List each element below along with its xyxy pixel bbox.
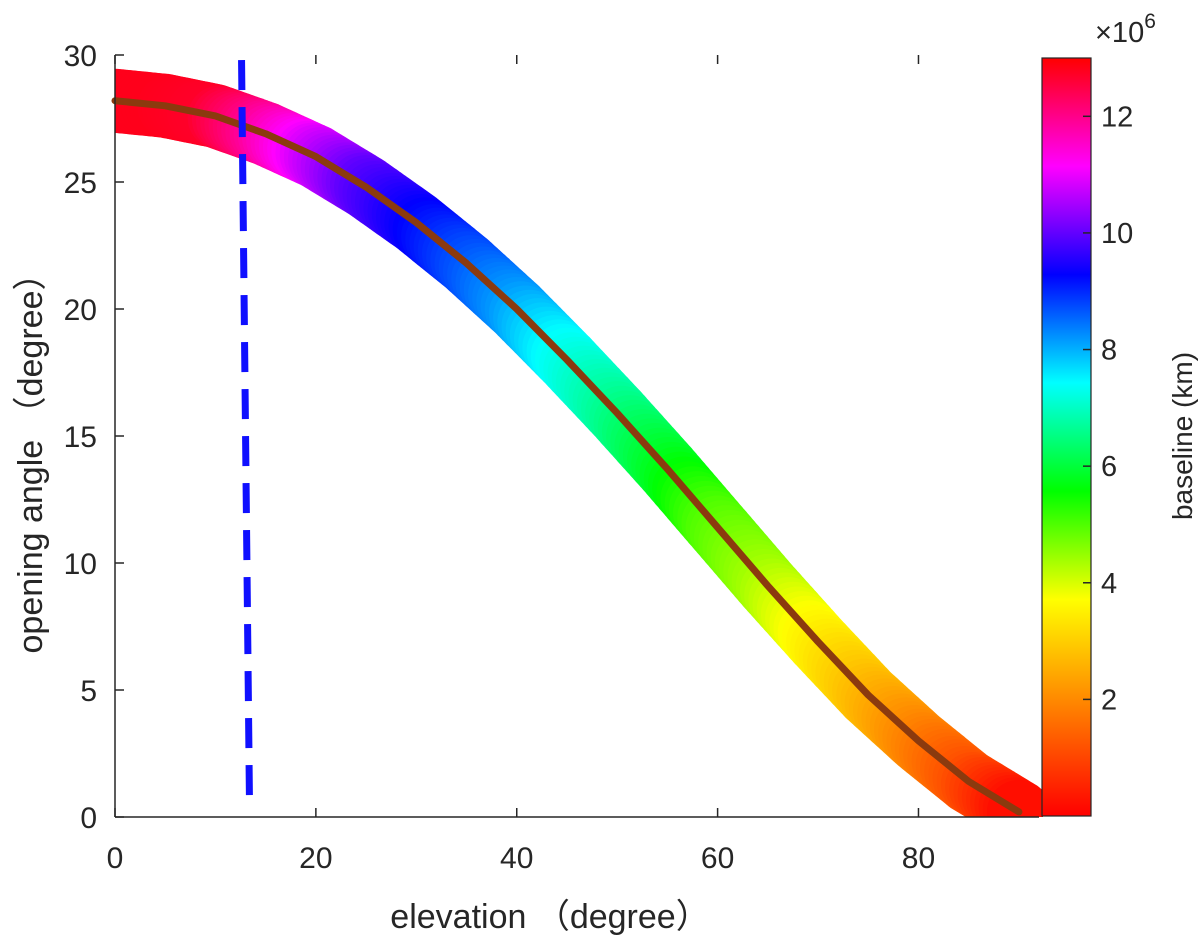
colorbar-tick-label: 4 [1101,568,1117,600]
x-tick-label: 40 [500,842,533,875]
x-ticks: 0 20 40 60 80 [107,55,935,875]
x-tick-label: 0 [107,842,124,875]
colorbar-exponent-power: 6 [1144,10,1156,33]
y-tick-label: 20 [64,294,97,327]
x-tick-label: 20 [299,842,332,875]
line-layer [111,97,1023,816]
scatter-point [986,779,1043,817]
y-tick-label: 30 [64,40,97,73]
y-ticks: 0 5 10 15 20 25 30 [64,40,124,835]
y-tick-label: 15 [64,421,97,454]
colorbar-gradient [1041,57,1092,817]
colorbar-tick-label: 8 [1101,335,1117,367]
colorbar-ticks: 2 4 6 8 10 12 [1083,101,1133,716]
colorbar-tick-label: 10 [1101,218,1133,250]
colorbar-exponent: ×106 [1095,10,1156,49]
x-tick-label: 80 [902,842,935,875]
y-tick-label: 10 [64,548,97,581]
trend-line [111,97,1023,816]
ref-layer [238,60,254,812]
colorbar-exponent-base: ×10 [1095,17,1144,49]
x-tick-label: 60 [701,842,734,875]
y-axis-label: opening angle （degree） [12,257,50,654]
y-tick-label: 25 [64,167,97,200]
colorbar-tick-label: 12 [1101,101,1133,133]
x-axis-label: elevation （degree） [390,898,709,936]
colorbar-tick-label: 6 [1101,451,1117,483]
reference-dashed-line [238,60,254,812]
colorbar-tick-label: 2 [1101,684,1117,716]
colorbar-label: baseline (km) [1167,352,1198,520]
y-tick-label: 5 [80,675,97,708]
y-tick-label: 0 [80,802,97,835]
plot-area: 0 20 40 60 80 0 5 10 15 20 25 30 [64,40,1043,875]
